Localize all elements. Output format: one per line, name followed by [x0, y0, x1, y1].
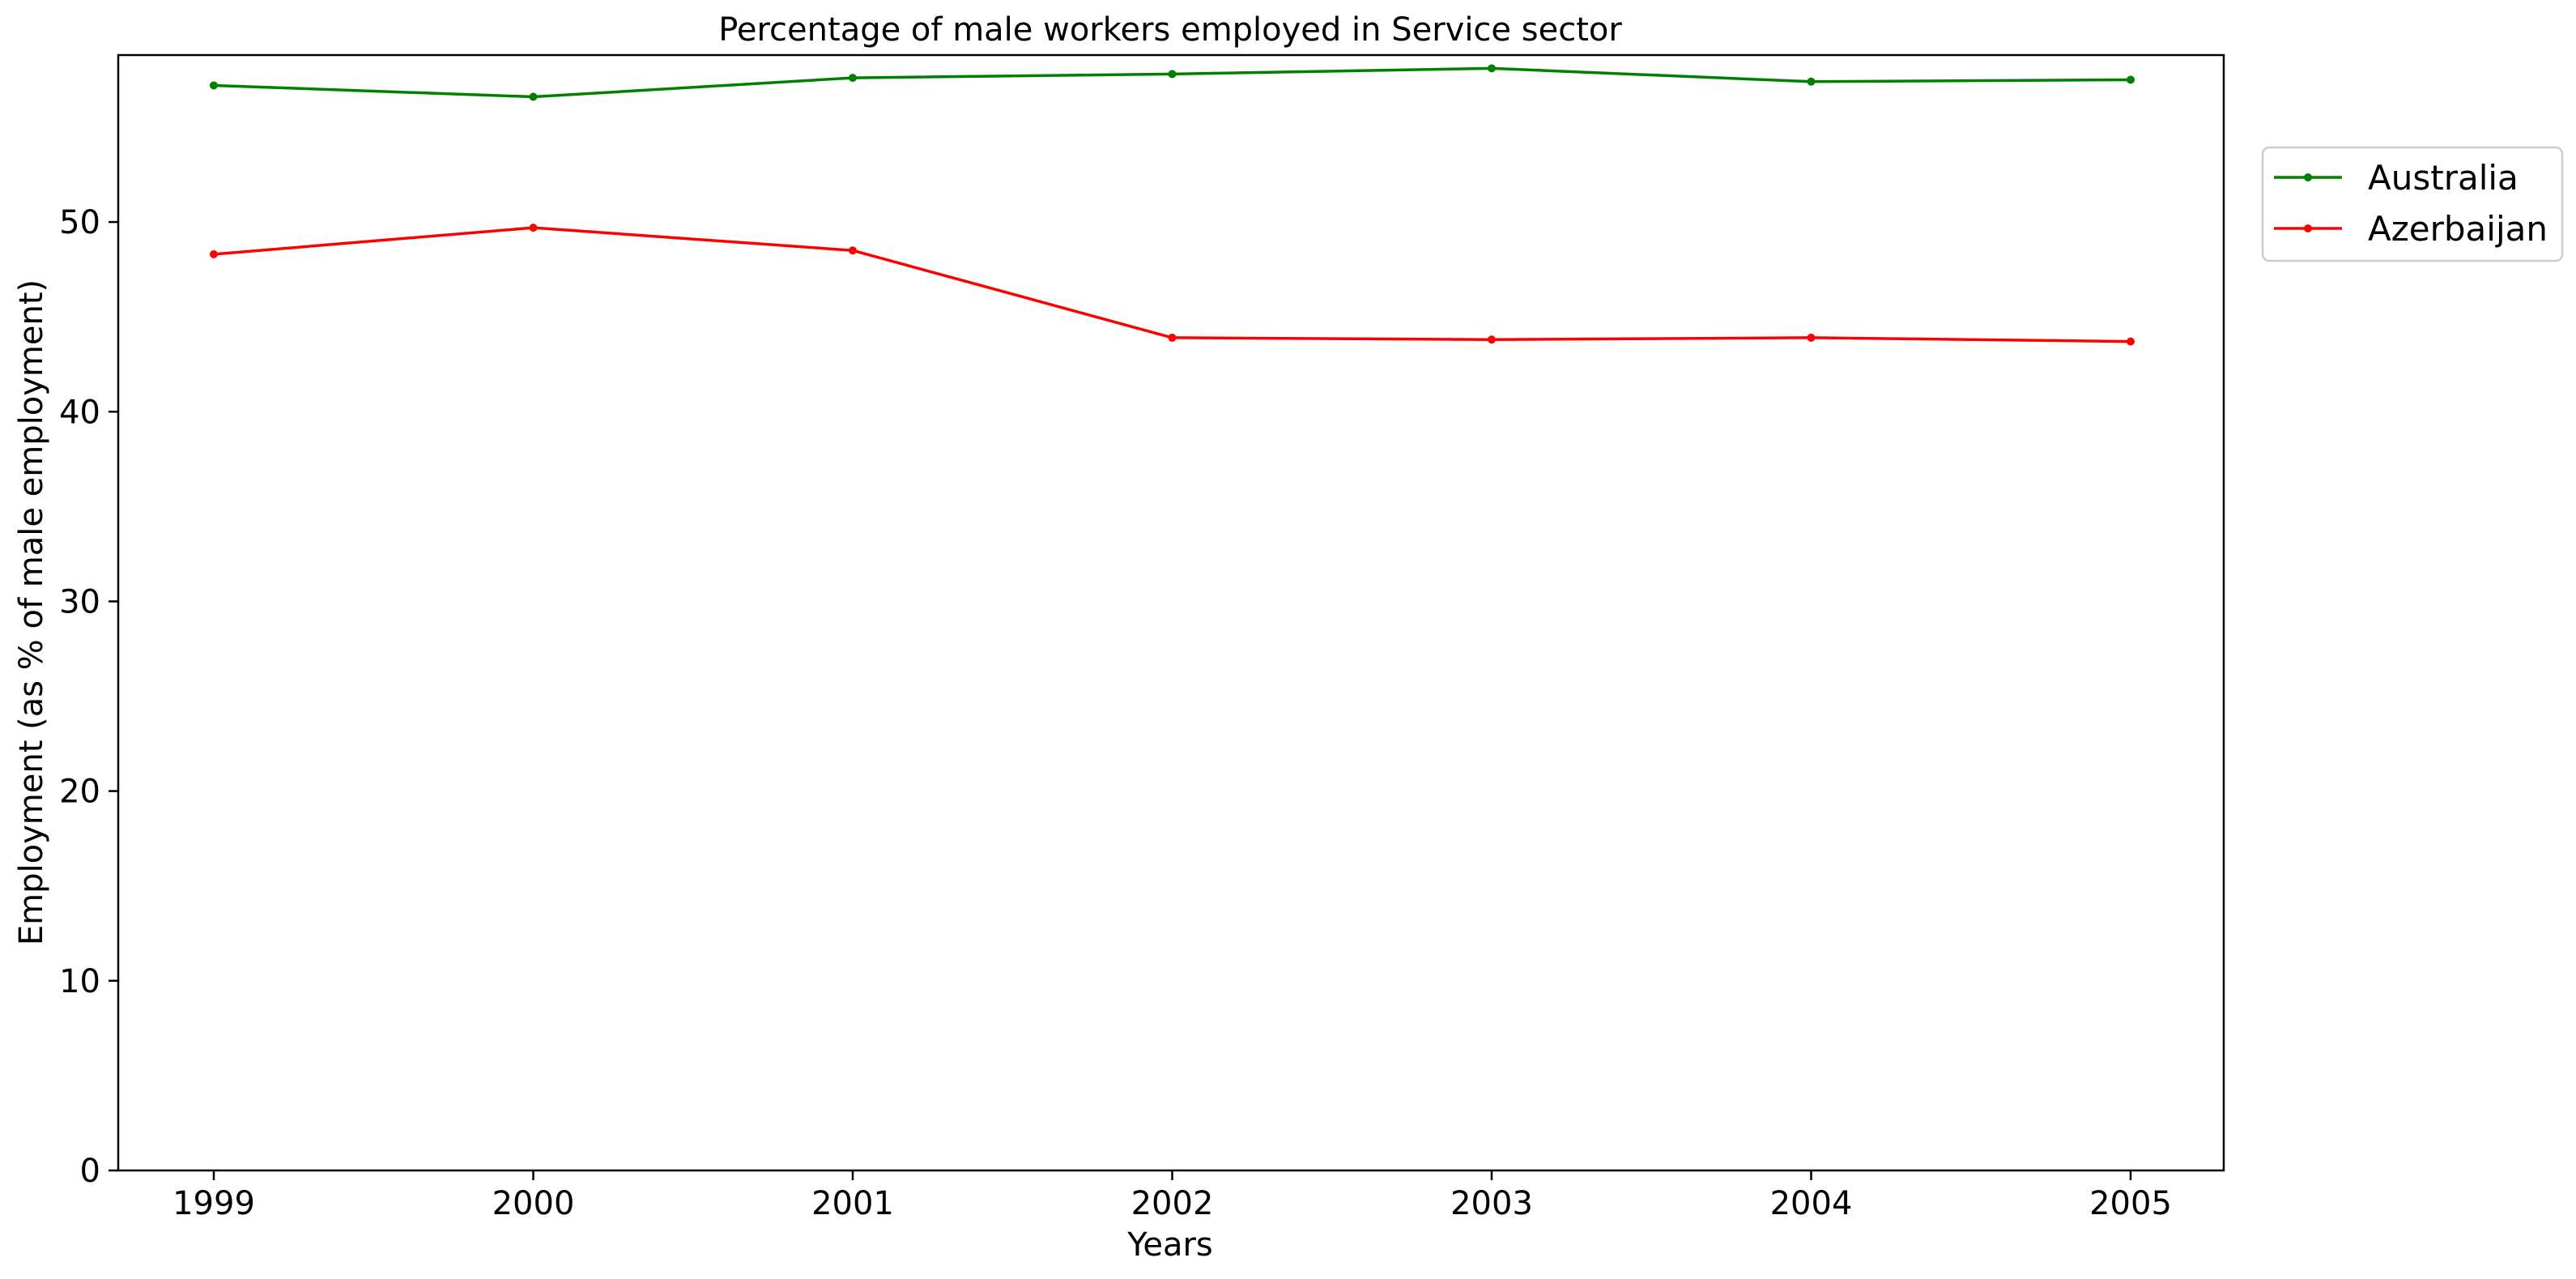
x-tick-label: 2000 [492, 1185, 575, 1222]
y-tick-label: 20 [59, 774, 100, 811]
legend-entry-australia: Australia [2274, 158, 2519, 198]
y-tick-label: 10 [59, 963, 100, 1000]
data-point-australia [1168, 70, 1177, 79]
legend-frame [2261, 146, 2564, 262]
legend-entry-azerbaijan: Azerbaijan [2274, 209, 2548, 249]
y-tick-label: 0 [80, 1153, 100, 1190]
data-point-azerbaijan [849, 246, 857, 255]
x-tick-label: 2004 [1770, 1185, 1853, 1222]
series-australia [210, 64, 2135, 101]
y-axis-ticks: 0 10 20 30 40 50 [59, 204, 118, 1190]
x-tick-label: 2002 [1131, 1185, 1214, 1222]
data-point-azerbaijan [2127, 337, 2135, 346]
x-tick-label: 1999 [172, 1185, 255, 1222]
y-tick-label: 50 [59, 204, 100, 241]
plot-area [210, 64, 2135, 346]
legend-marker [2304, 224, 2312, 232]
series-line-azerbaijan [213, 226, 2131, 343]
legend-label: Australia [2368, 158, 2519, 198]
legend-marker [2304, 173, 2312, 181]
data-point-australia [529, 92, 538, 101]
data-point-azerbaijan [1488, 335, 1496, 344]
x-axis-ticks: 1999 2000 2001 2002 2003 2004 2005 [172, 1170, 2172, 1222]
data-point-australia [849, 74, 857, 83]
chart-title: Percentage of male workers employed in S… [718, 11, 1622, 49]
y-tick-label: 30 [59, 583, 100, 620]
data-point-australia [1807, 77, 1816, 86]
axes: 1999 2000 2001 2002 2003 2004 2005 0 10 20 30 40 50 [59, 53, 2225, 1222]
y-tick-label: 40 [59, 394, 100, 431]
series-azerbaijan [210, 224, 2135, 346]
x-axis-label: Years [1126, 1226, 1213, 1264]
y-axis-label: Employment (as % of male employment) [13, 279, 50, 945]
data-point-australia [210, 81, 218, 90]
data-point-australia [1488, 64, 1496, 73]
plot-frame [117, 53, 2225, 1172]
data-point-azerbaijan [1807, 333, 1816, 342]
data-point-azerbaijan [529, 224, 538, 232]
data-point-australia [2127, 75, 2135, 84]
data-point-azerbaijan [1168, 333, 1177, 342]
data-point-azerbaijan [210, 249, 218, 258]
x-tick-label: 2003 [1450, 1185, 1533, 1222]
legend-label: Azerbaijan [2368, 209, 2548, 249]
x-tick-label: 2005 [2089, 1185, 2172, 1222]
x-tick-label: 2001 [811, 1185, 894, 1222]
legend: Australia Azerbaijan [2261, 146, 2564, 262]
